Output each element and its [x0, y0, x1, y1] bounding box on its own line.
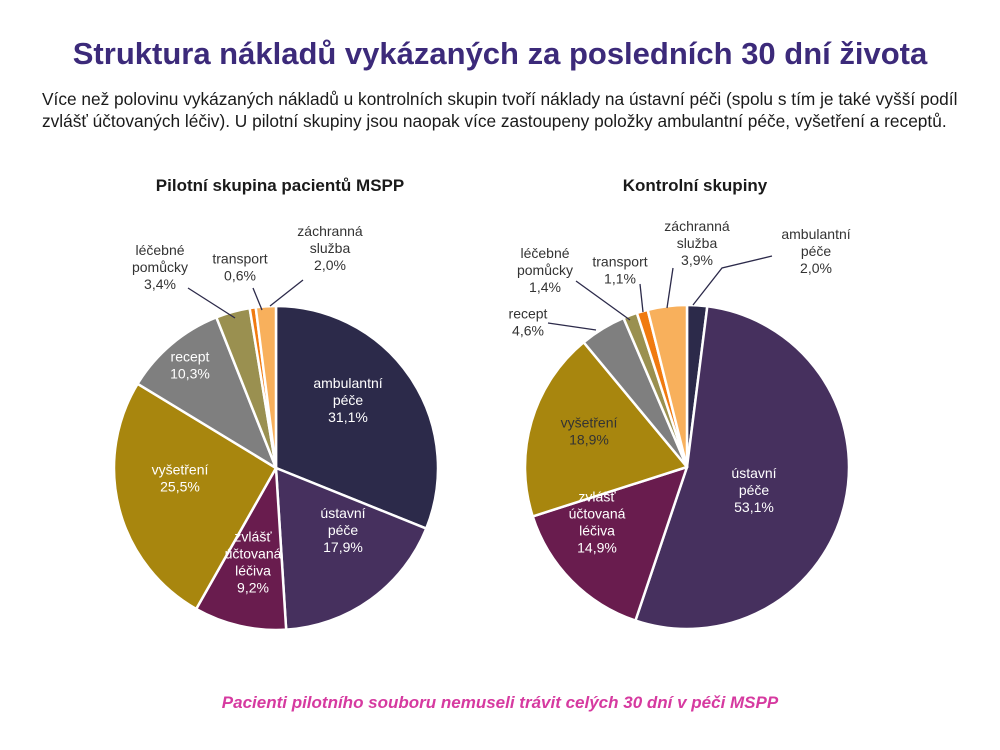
page-title: Struktura nákladů vykázaných za poslední… — [72, 36, 928, 71]
intro-text: Více než polovinu vykázaných nákladů u k… — [42, 89, 958, 131]
leader-line-lecebne-pomucky — [187, 287, 236, 319]
leader-line-recept — [547, 322, 597, 331]
pilot-chart-title: Pilotní skupina pacientů MSPP — [155, 176, 405, 195]
label-vysetreni: vyšetření 25,5% — [152, 462, 209, 495]
slice-ambulantni-pece — [274, 304, 440, 530]
slice-vysetreni — [523, 341, 689, 518]
label-zachranna-sluzba: záchranná služba 2,0% — [297, 223, 363, 273]
label-ustavni-pece: ústavní péče 53,1% — [731, 465, 776, 515]
slice-zvlast-uctovana-leciva — [531, 465, 689, 622]
pie-1 — [523, 303, 851, 631]
slice-zachranna-sluzba — [254, 304, 278, 470]
leader-line-zachranna-sluzba — [666, 267, 674, 309]
leader-line-ambulantni-pece — [692, 255, 773, 306]
label-vysetreni: vyšetření 18,9% — [561, 415, 618, 448]
label-transport: transport 0,6% — [212, 251, 267, 284]
slice-recept — [136, 316, 278, 470]
slice-vysetreni — [112, 382, 278, 611]
control-chart-title: Kontrolní skupiny — [622, 176, 768, 195]
label-lecebne-pomucky: léčebné pomůcky 3,4% — [132, 242, 188, 292]
label-zachranna-sluzba: záchranná služba 3,9% — [664, 218, 730, 268]
leader-line-zachranna-sluzba — [269, 279, 304, 307]
label-recept: recept 10,3% — [170, 349, 210, 382]
label-ambulantni-pece: ambulantní péče 2,0% — [781, 226, 850, 276]
leader-line-transport — [252, 287, 263, 311]
label-ambulantni-pece: ambulantní péče 31,1% — [313, 375, 382, 425]
slice-ustavni-pece — [274, 466, 428, 631]
label-zvlast-uctovana-leciva: zvlášť účtovaná léčiva 14,9% — [569, 489, 626, 556]
footnote: Pacienti pilotního souboru nemuseli tráv… — [221, 693, 779, 712]
label-recept: recept 4,6% — [509, 306, 548, 339]
label-zvlast-uctovana-leciva: zvlášť účtovaná léčiva 9,2% — [225, 529, 282, 596]
label-transport: transport 1,1% — [592, 254, 647, 287]
leader-line-transport — [639, 283, 644, 313]
label-ustavni-pece: ústavní péče 17,9% — [320, 505, 365, 555]
slice-zvlast-uctovana-leciva — [194, 466, 288, 632]
slice-ustavni-pece — [634, 305, 851, 631]
label-lecebne-pomucky: léčebné pomůcky 1,4% — [517, 245, 573, 295]
leader-line-lecebne-pomucky — [575, 280, 631, 321]
pie-0 — [112, 304, 440, 632]
